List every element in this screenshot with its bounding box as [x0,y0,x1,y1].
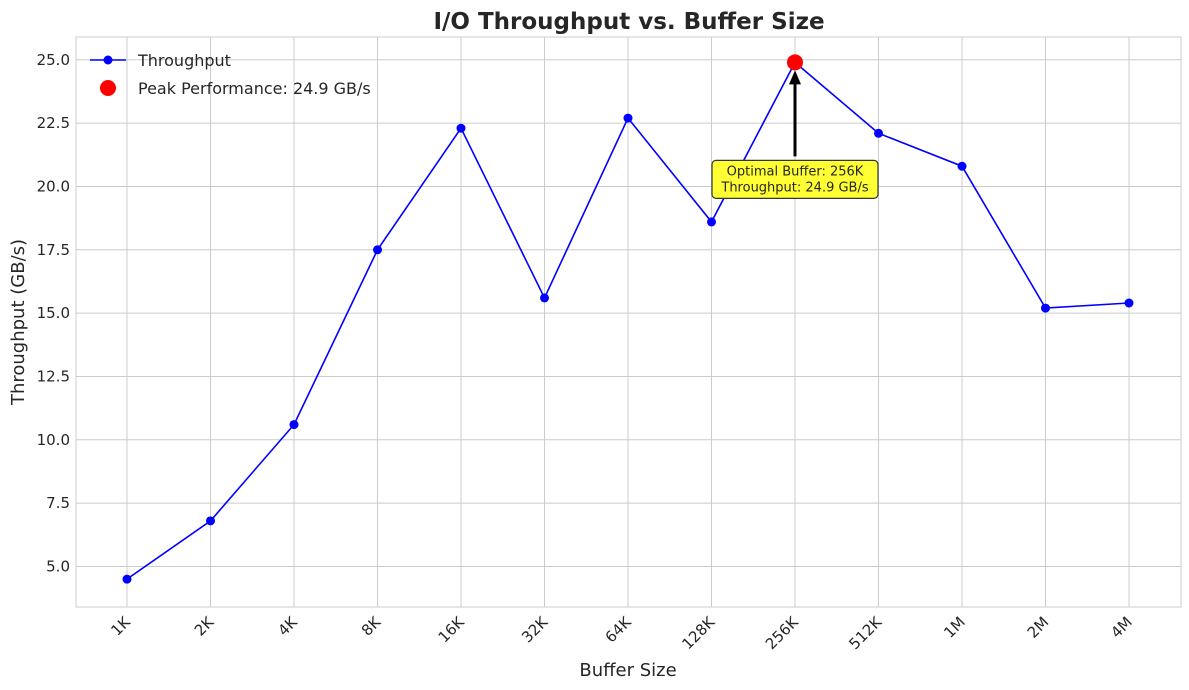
data-point [623,113,633,123]
chart-title: I/O Throughput vs. Buffer Size [433,9,824,35]
y-tick-label: 15.0 [37,304,70,322]
x-axis-label: Buffer Size [579,660,676,681]
peak-marker [787,54,803,71]
data-point [1124,298,1134,308]
plot-frame [75,36,1182,608]
y-tick-label: 7.5 [46,494,70,512]
y-axis-label: Throughput (GB/s) [8,239,29,406]
data-point [707,217,716,227]
y-tick-label: 22.5 [37,114,70,132]
legend-point-swatch [103,55,113,65]
data-point [456,123,466,133]
data-point [540,293,549,303]
y-tick-label: 20.0 [37,177,70,195]
data-point [289,420,299,430]
y-tick-label: 17.5 [37,241,70,259]
y-tick-label: 10.0 [37,431,70,449]
annotation-line-2: Throughput: 24.9 GB/s [720,180,868,195]
data-point [1041,303,1050,313]
y-tick-labels: 5.0 7.5 10.0 12.5 15.0 17.5 20.0 22.5 25.0 [37,51,70,576]
y-tick-label: 12.5 [37,367,70,385]
data-point [122,574,132,584]
legend-entry-throughput: Throughput [137,51,231,70]
annotation-box [711,159,879,199]
grid-lines [76,37,1181,607]
data-point [373,245,382,255]
annotation-arrow-head [789,70,801,85]
y-tick-label: 25.0 [37,51,70,69]
legend-entry-peak: Peak Performance: 24.9 GB/s [138,79,371,98]
peak-marker-group [787,54,803,71]
data-point [957,161,967,171]
data-point [874,128,883,138]
annotation-line-1: Optimal Buffer: 256K [727,164,864,179]
data-point [206,516,215,526]
legend: Throughput Peak Performance: 24.9 GB/s [90,51,371,98]
y-tick-label: 5.0 [46,557,70,575]
legend-peak-swatch [100,80,116,96]
